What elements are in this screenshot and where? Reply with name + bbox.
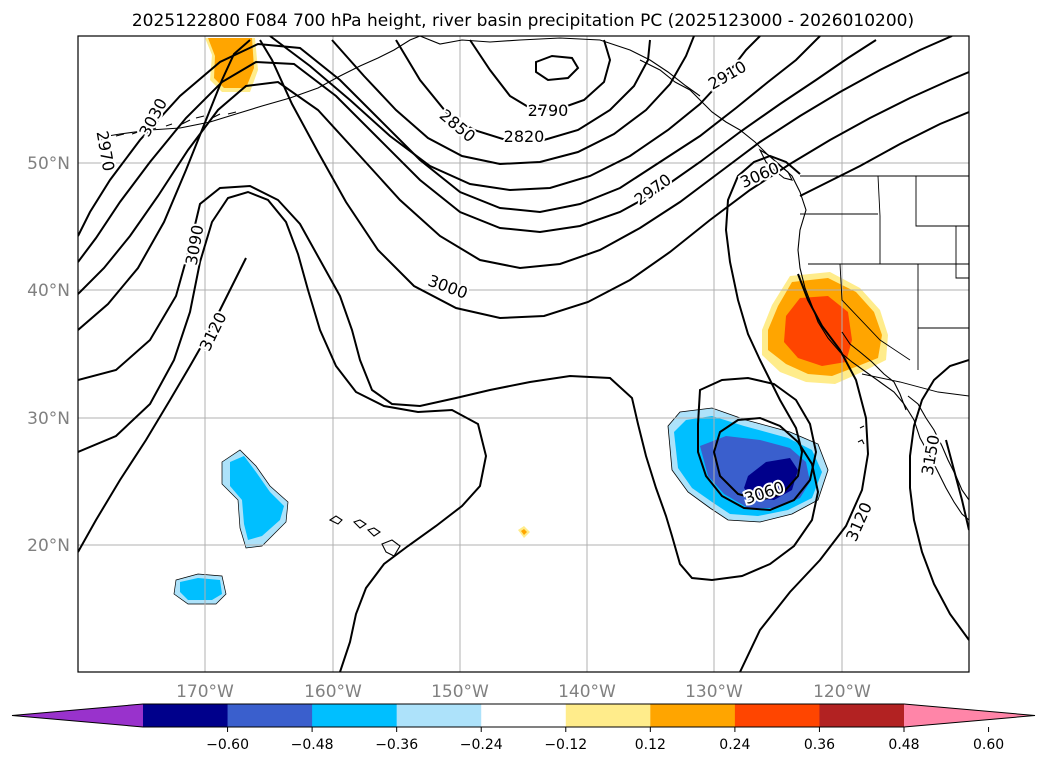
contour-3090-east-north [799, 111, 969, 197]
contour-label: 2820 [504, 127, 545, 146]
colorbar-tick-label: −0.24 [460, 737, 503, 753]
lat-tick-label: 50°N [27, 154, 70, 174]
contour-3060-low [697, 376, 818, 512]
lon-tick-label: 170°W [176, 682, 234, 702]
colorbar-segment [312, 704, 398, 727]
pc-anomaly-ne-pacific-navy [744, 458, 798, 500]
pc-anomaly-hawaii-west-outline [221, 449, 289, 549]
contour-2940 [78, 36, 821, 237]
colorbar-tick-label: 0.60 [973, 737, 1004, 753]
colorbar-extend-min [12, 704, 143, 727]
contour-label: 3000 [426, 271, 471, 303]
lon-tick-label: 160°W [304, 682, 362, 702]
colorbar-tick-label: 0.36 [804, 737, 835, 753]
coast-vancouver-island [758, 148, 794, 181]
contour-3090 [78, 190, 488, 672]
colorbar-tick-label: 0.12 [635, 737, 666, 753]
pc-anomaly-ne-pacific-outline [667, 407, 829, 523]
colorbar-tick-label: −0.12 [544, 737, 587, 753]
contour-3060-outer [78, 154, 820, 582]
colorbar-segment [650, 704, 736, 727]
colorbar-segment [734, 704, 820, 727]
lon-tick-label: 140°W [558, 682, 616, 702]
colorbar-tick-label: 0.48 [888, 737, 919, 753]
contour-3120-east [739, 273, 870, 672]
lon-tick-label: 130°W [685, 682, 743, 702]
colorbar-segment [143, 704, 229, 727]
contour-2850 [395, 39, 651, 141]
colorbar-segment [227, 704, 313, 727]
pc-anomaly-small-dot-inner [521, 529, 527, 535]
lat-tick-label: 40°N [27, 281, 70, 301]
pc-anomaly-sw-outline [173, 573, 227, 605]
contour-label: 2790 [528, 101, 569, 120]
contour-label: 3030 [135, 95, 171, 140]
lon-tick-label: 120°W [813, 682, 871, 702]
contour-2820 [469, 39, 612, 112]
colorbar-segment [819, 704, 905, 727]
colorbar-tick-label: 0.24 [719, 737, 750, 753]
contour-3060-coast-east [945, 439, 969, 531]
border-or-id [877, 175, 881, 264]
border-nv-ut [917, 264, 969, 329]
colorbar: −0.60 −0.48 −0.36 −0.24 −0.12 0.12 0.24 0.36 0.4… [11, 703, 1036, 753]
contour-label: 2970 [93, 129, 119, 172]
colorbar-tick-label: −0.60 [206, 737, 249, 753]
contour-label: 3120 [196, 309, 231, 354]
pc-anomaly-hawaii-west-cyan [230, 456, 284, 540]
colorbar-segment [481, 704, 567, 727]
contour-2910 [269, 36, 761, 192]
colorbar-outline [11, 703, 1036, 728]
colorbar-segment [565, 704, 651, 727]
contour-3120-west [78, 257, 247, 553]
colorbar-tick-label: −0.36 [375, 737, 418, 753]
contour-3030 [78, 39, 969, 331]
coast-baja-east [841, 331, 907, 411]
border-id-mt [915, 176, 958, 227]
coast-mexico-mainland [907, 395, 969, 501]
plot-title: 2025122800 F084 700 hPa height, river ba… [132, 11, 914, 31]
coast-hawaii [328, 515, 401, 557]
border-nv-ca [839, 263, 911, 361]
contour-label: 2910 [705, 57, 750, 94]
latitude-tick-labels: 20°N 30°N 40°N 50°N [27, 154, 70, 556]
political-borders [800, 175, 969, 397]
pc-anomaly-california-red [784, 296, 852, 366]
border-small-box [955, 225, 969, 279]
longitude-tick-labels: 170°W 160°W 150°W 140°W 130°W 120°W [176, 682, 871, 702]
map-frame [77, 35, 970, 673]
contour-label: 3090 [182, 223, 208, 266]
colorbar-segment [396, 704, 482, 727]
colorbar-tick-label: −0.48 [291, 737, 334, 753]
pc-anomaly-sw-cyan [180, 578, 222, 600]
precipitation-anomaly-fills [173, 38, 888, 605]
colorbar-extend-max [904, 704, 1035, 727]
lat-tick-label: 30°N [27, 409, 70, 429]
contour-2970 [78, 39, 877, 263]
700hpa-height-contours [78, 36, 969, 672]
contour-2790 [535, 54, 580, 82]
lon-tick-label: 150°W [431, 682, 489, 702]
border-us-mexico [861, 373, 969, 397]
lat-tick-label: 20°N [27, 536, 70, 556]
coast-alaska-south [419, 36, 701, 97]
coast-aleutians [99, 111, 237, 141]
contour-3150 [909, 359, 969, 641]
contour-2880 [331, 36, 695, 166]
coast-channel-islands [857, 425, 865, 445]
contour-3000 [78, 36, 953, 295]
contour-label: 2850 [436, 105, 479, 146]
